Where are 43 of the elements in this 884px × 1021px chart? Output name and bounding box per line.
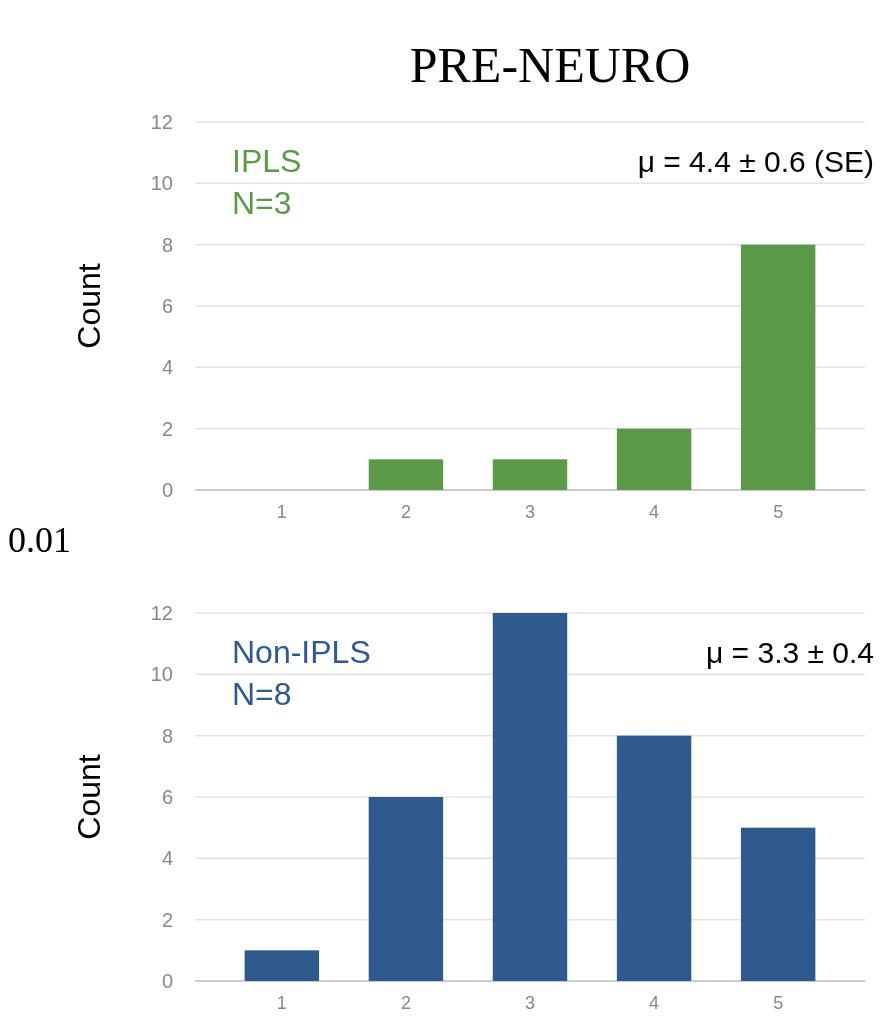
bar (244, 950, 320, 981)
x-tick-label: 3 (524, 993, 536, 1013)
bar (740, 827, 816, 981)
y-tick-label: 8 (161, 233, 173, 256)
bar (616, 735, 692, 981)
y-tick-label: 2 (161, 417, 173, 440)
x-tick-label: 4 (649, 502, 660, 522)
y-tick-label: 2 (161, 908, 173, 931)
x-tick-label: 2 (400, 993, 411, 1013)
annotation: μ = 4.4 ± 0.6 (SE) (637, 145, 874, 178)
y-tick-label: 4 (161, 847, 173, 870)
x-tick-label: 4 (649, 993, 660, 1013)
annotation: Non-IPLS (232, 634, 371, 670)
y-tick-label: 4 (161, 356, 173, 379)
y-axis-title: Count (71, 263, 107, 349)
x-tick-label: 5 (773, 502, 784, 522)
y-axis-title: Count (71, 754, 107, 840)
annotation: μ = 3.3 ± 0.4 (705, 636, 874, 669)
y-tick-label: 0 (161, 970, 173, 992)
y-tick-label: 12 (150, 111, 173, 133)
x-tick-label: 1 (276, 993, 287, 1013)
bar (368, 459, 444, 490)
y-tick-label: 6 (161, 786, 173, 808)
annotation: N=8 (232, 676, 292, 712)
chart-title: PRE-NEURO (409, 37, 691, 93)
y-tick-label: 12 (150, 602, 173, 624)
bar (740, 244, 816, 490)
y-tick-label: 6 (161, 295, 173, 317)
x-tick-label: 1 (276, 502, 287, 522)
bar (492, 613, 568, 981)
annotation: N=3 (232, 185, 292, 221)
y-tick-label: 0 (161, 479, 173, 501)
x-tick-label: 2 (400, 502, 411, 522)
bar (368, 797, 444, 981)
text: 0.01 (8, 520, 71, 560)
bar (616, 428, 692, 490)
x-tick-label: 5 (773, 993, 784, 1013)
bar (492, 459, 568, 490)
y-tick-label: 10 (150, 663, 173, 686)
x-tick-label: 3 (524, 502, 536, 522)
y-tick-label: 10 (150, 172, 173, 195)
annotation: IPLS (232, 143, 302, 179)
y-tick-label: 8 (161, 724, 173, 747)
